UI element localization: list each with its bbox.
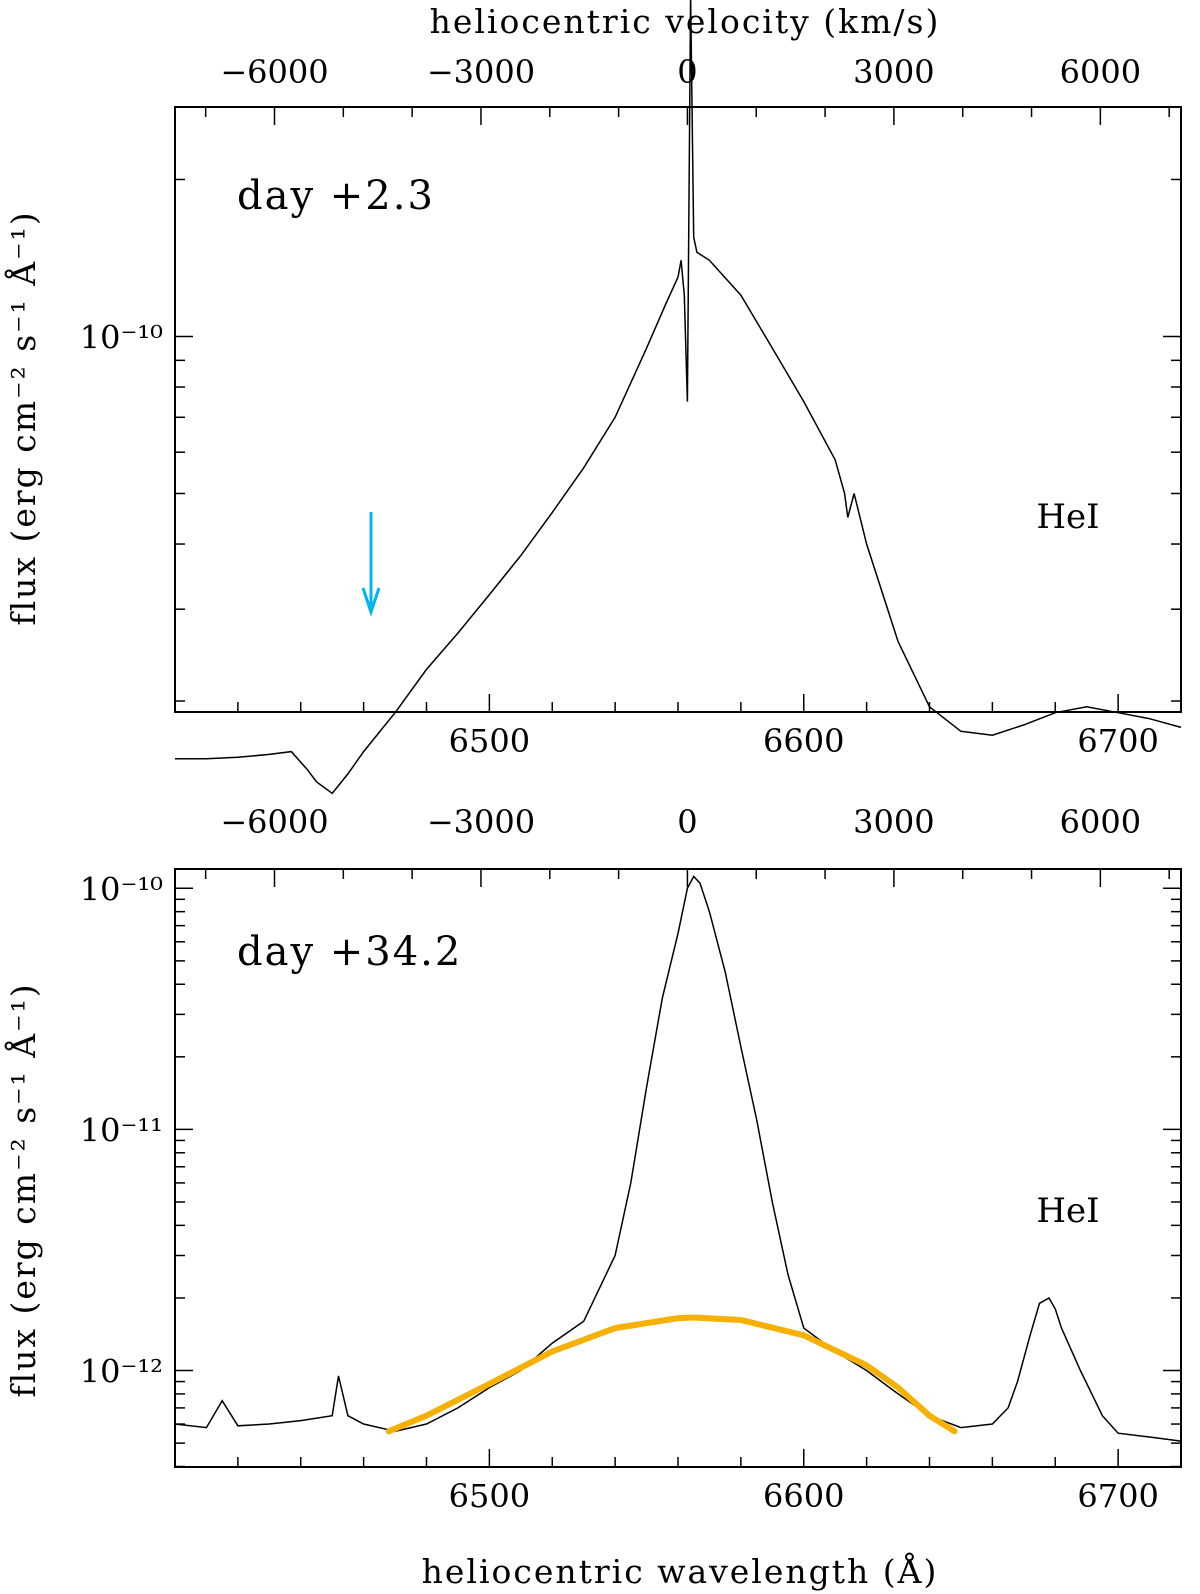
velocity-tick-label: 3000 [853, 53, 934, 91]
top-velocity-tick-labels: −6000 −3000 0 3000 6000 [220, 53, 1141, 91]
plot-frame-top [174, 106, 1182, 713]
continuum-fit-line [385, 1314, 958, 1435]
x-tick-label: 6600 [763, 722, 844, 760]
x-tick-label: 6500 [449, 722, 530, 760]
velocity-tick-label: 0 [677, 803, 697, 841]
panel-bottom: −6000 −3000 0 3000 6000 flux (erg cm⁻² s⁻¹ Å… [3, 803, 1182, 1591]
hei-label-bottom: HeI [1036, 1191, 1099, 1231]
plot-frame-bottom [174, 868, 1182, 1468]
x-tick-label: 6700 [1077, 1477, 1158, 1515]
panel-top: heliocentric velocity (km/s) −6000 −3000 0… [3, 0, 1182, 795]
velocity-tick-label: −3000 [427, 803, 535, 841]
x-tick-label: 6500 [449, 1477, 530, 1515]
arrow-head [361, 587, 381, 617]
epoch-label-bottom: day +34.2 [237, 929, 462, 975]
velocity-tick-label: 6000 [1060, 803, 1141, 841]
x-tick-label: 6600 [763, 1477, 844, 1515]
x-axis-label: heliocentric wavelength (Å) [422, 1551, 939, 1591]
bottom-velocity-tick-labels: −6000 −3000 0 3000 6000 [220, 803, 1141, 841]
velocity-tick-label: 0 [677, 53, 697, 91]
y-axis-label-bottom: flux (erg cm⁻² s⁻¹ Å⁻¹) [3, 982, 43, 1397]
hei-label-top: HeI [1036, 497, 1099, 537]
bottom-y-tick-labels: 10⁻¹⁰ 10⁻¹¹ 10⁻¹² [80, 870, 163, 1390]
velocity-tick-label: −6000 [220, 803, 328, 841]
y-tick-label: 10⁻¹⁰ [80, 318, 163, 356]
velocity-tick-label: −6000 [220, 53, 328, 91]
arrow-marker [361, 512, 381, 617]
y-tick-label: 10⁻¹² [80, 1353, 163, 1391]
y-tick-label: 10⁻¹¹ [80, 1111, 163, 1149]
velocity-tick-label: 3000 [853, 803, 934, 841]
spectrum-line-day-34-2 [174, 875, 1182, 1442]
bottom-x-tick-labels: 6500 6600 6700 [449, 1477, 1159, 1515]
y-tick-label: 10⁻¹⁰ [80, 870, 163, 908]
bottom-ticks [174, 869, 1182, 1468]
velocity-tick-label: 6000 [1060, 53, 1141, 91]
y-axis-label-top: flux (erg cm⁻² s⁻¹ Å⁻¹) [3, 210, 43, 625]
top-x-tick-labels: 6500 6600 6700 [449, 722, 1159, 760]
velocity-tick-label: −3000 [427, 53, 535, 91]
x-tick-label: 6700 [1077, 722, 1158, 760]
spectrum-line-day-2-3 [175, 0, 1182, 795]
velocity-axis-label: heliocentric velocity (km/s) [430, 2, 941, 41]
top-y-tick-labels: 10⁻¹⁰ [80, 318, 163, 356]
epoch-label-top: day +2.3 [237, 173, 435, 219]
